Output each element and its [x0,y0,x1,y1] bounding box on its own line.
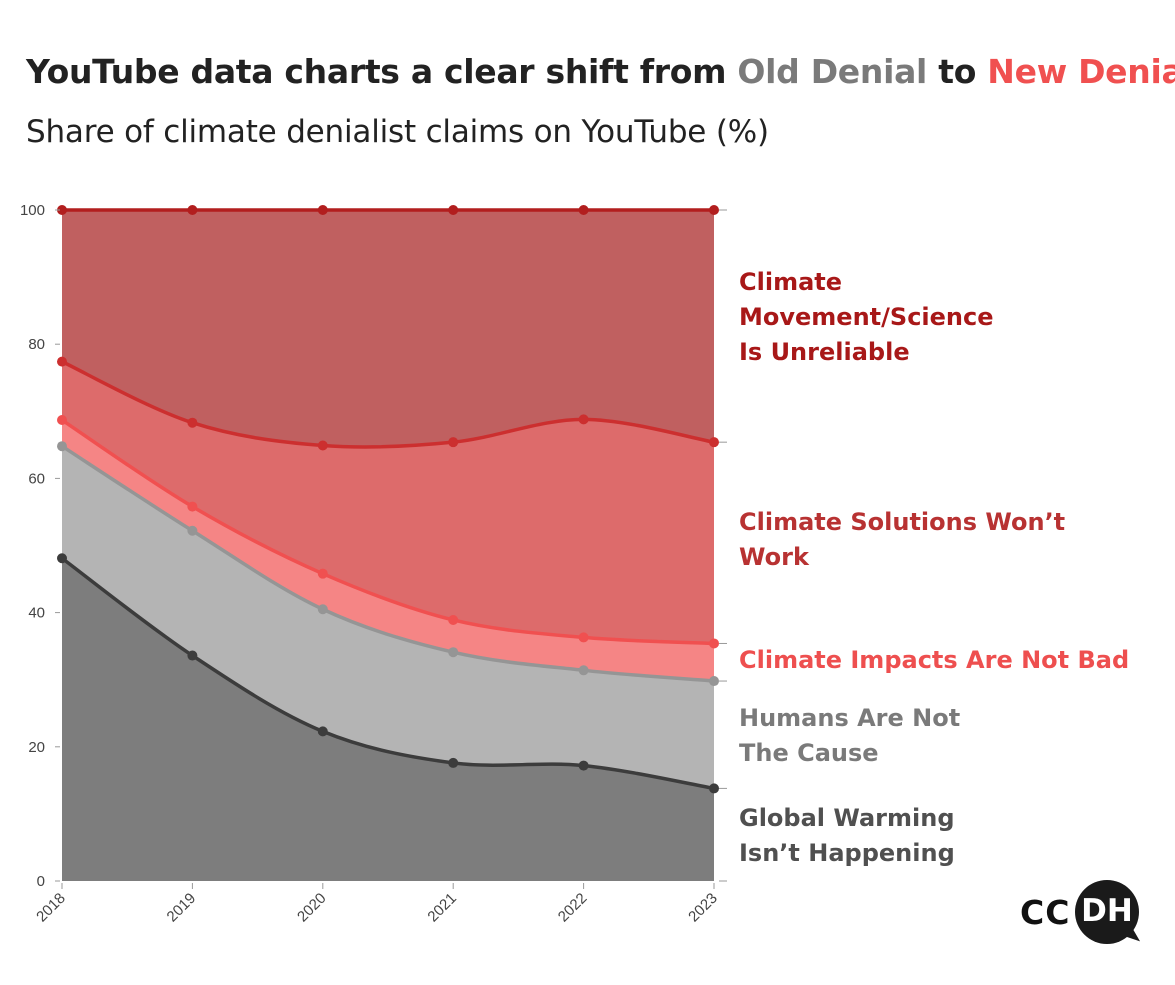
point-humans-are-not-the-cause-2022 [578,665,589,676]
label-humans-are-not-the-cause: Humans Are Not The Cause [739,704,960,767]
logo-cc: CC [1020,893,1071,932]
area-global-warming-isn-t-happening [62,558,714,881]
title-old-denial: Old Denial [737,52,928,91]
series-label-line: Climate [739,268,842,296]
line-humans-are-not-the-cause [61,444,715,683]
point-climate-solutions-won-t-work-2022 [578,414,589,425]
point-global-warming-isn-t-happening-2021 [448,757,459,768]
line-global-warming-isn-t-happening [60,556,715,791]
series-label-line: The Cause [739,739,879,767]
line-climate-impacts-are-not-bad [61,418,715,646]
point-humans-are-not-the-cause-2018 [57,441,67,452]
point-climate-impacts-are-not-bad-2022 [578,632,589,643]
point-climate-solutions-won-t-work-2018 [57,356,67,367]
point-climate-impacts-are-not-bad-2020 [317,568,328,579]
ccdh-logo: CC DH [1020,880,1140,946]
series-points [57,205,719,794]
title-mid: to [927,52,988,91]
chart-subtitle: Share of climate denialist claims on You… [26,114,769,150]
series-lines [60,208,715,791]
point-humans-are-not-the-cause-2023 [709,676,719,687]
y-tick-label: 40 [28,605,45,622]
y-tick-label: 60 [28,470,45,487]
point-humans-are-not-the-cause-2020 [317,604,328,615]
point-climate-movement-science-is-unreliable-2018 [57,205,67,215]
point-climate-impacts-are-not-bad-2021 [448,614,459,625]
point-global-warming-isn-t-happening-2019 [187,650,198,661]
x-tick-label: 2020 [294,890,330,926]
point-global-warming-isn-t-happening-2018 [57,553,67,564]
chart-title: YouTube data charts a clear shift from O… [26,52,1175,91]
label-global-warming-isn-t-happening: Global Warming Isn’t Happening [739,804,955,867]
point-climate-movement-science-is-unreliable-2022 [578,205,589,215]
point-climate-solutions-won-t-work-2020 [317,440,328,451]
series-labels: Global Warming Isn’t Happening Humans Are … [739,268,1129,867]
point-humans-are-not-the-cause-2019 [187,525,198,536]
x-tick-label: 2018 [33,890,69,926]
label-climate-impacts-are-not-bad: Climate Impacts Are Not Bad [739,646,1129,674]
x-tick-label: 2023 [685,890,721,926]
x-tick-label: 2022 [555,890,591,926]
point-climate-solutions-won-t-work-2019 [187,417,198,428]
label-climate-solutions-won-t-work: Climate Solutions Won’t Work [739,508,1065,571]
point-climate-solutions-won-t-work-2023 [709,437,719,448]
area-humans-are-not-the-cause [62,446,714,789]
series-label-line: Climate Solutions Won’t [739,508,1065,536]
y-tick-label: 80 [28,336,45,353]
logo-dh: DH [1081,893,1133,929]
series-label-line: Humans Are Not [739,704,960,732]
title-new-denial: New Denial [987,52,1175,91]
x-tick-label: 2019 [164,890,200,926]
label-climate-movement-science-is-unreliable: Climate Movement/Science Is Unreliable [739,268,994,366]
point-climate-impacts-are-not-bad-2019 [187,501,198,512]
series-label-line: Work [739,543,810,571]
series-label-line: Movement/Science [739,303,994,331]
area-climate-movement-science-is-unreliable [62,210,714,448]
point-climate-movement-science-is-unreliable-2023 [709,205,719,215]
series-label-line: Climate Impacts Are Not Bad [739,646,1129,674]
point-global-warming-isn-t-happening-2022 [578,760,589,771]
point-climate-movement-science-is-unreliable-2019 [187,205,198,215]
title-part1: YouTube data charts a clear shift from [26,52,738,91]
area-climate-impacts-are-not-bad [62,420,714,682]
point-climate-movement-science-is-unreliable-2020 [317,205,328,215]
y-tick-label: 100 [20,202,45,219]
series-label-line: Global Warming [739,804,955,832]
point-climate-impacts-are-not-bad-2018 [57,415,67,426]
area-layers [62,210,714,881]
point-climate-solutions-won-t-work-2021 [448,437,459,448]
logo-bubble: DH [1075,880,1139,944]
point-global-warming-isn-t-happening-2020 [317,726,328,737]
point-climate-impacts-are-not-bad-2023 [709,638,719,649]
point-humans-are-not-the-cause-2021 [448,647,459,658]
point-global-warming-isn-t-happening-2023 [709,783,719,794]
point-climate-movement-science-is-unreliable-2021 [448,205,459,215]
line-climate-solutions-won-t-work [61,360,715,449]
series-label-line: Is Unreliable [739,338,910,366]
x-tick-label: 2021 [424,890,460,926]
y-tick-label: 20 [28,739,45,756]
y-tick-label: 0 [37,873,45,890]
series-label-line: Isn’t Happening [739,839,955,867]
